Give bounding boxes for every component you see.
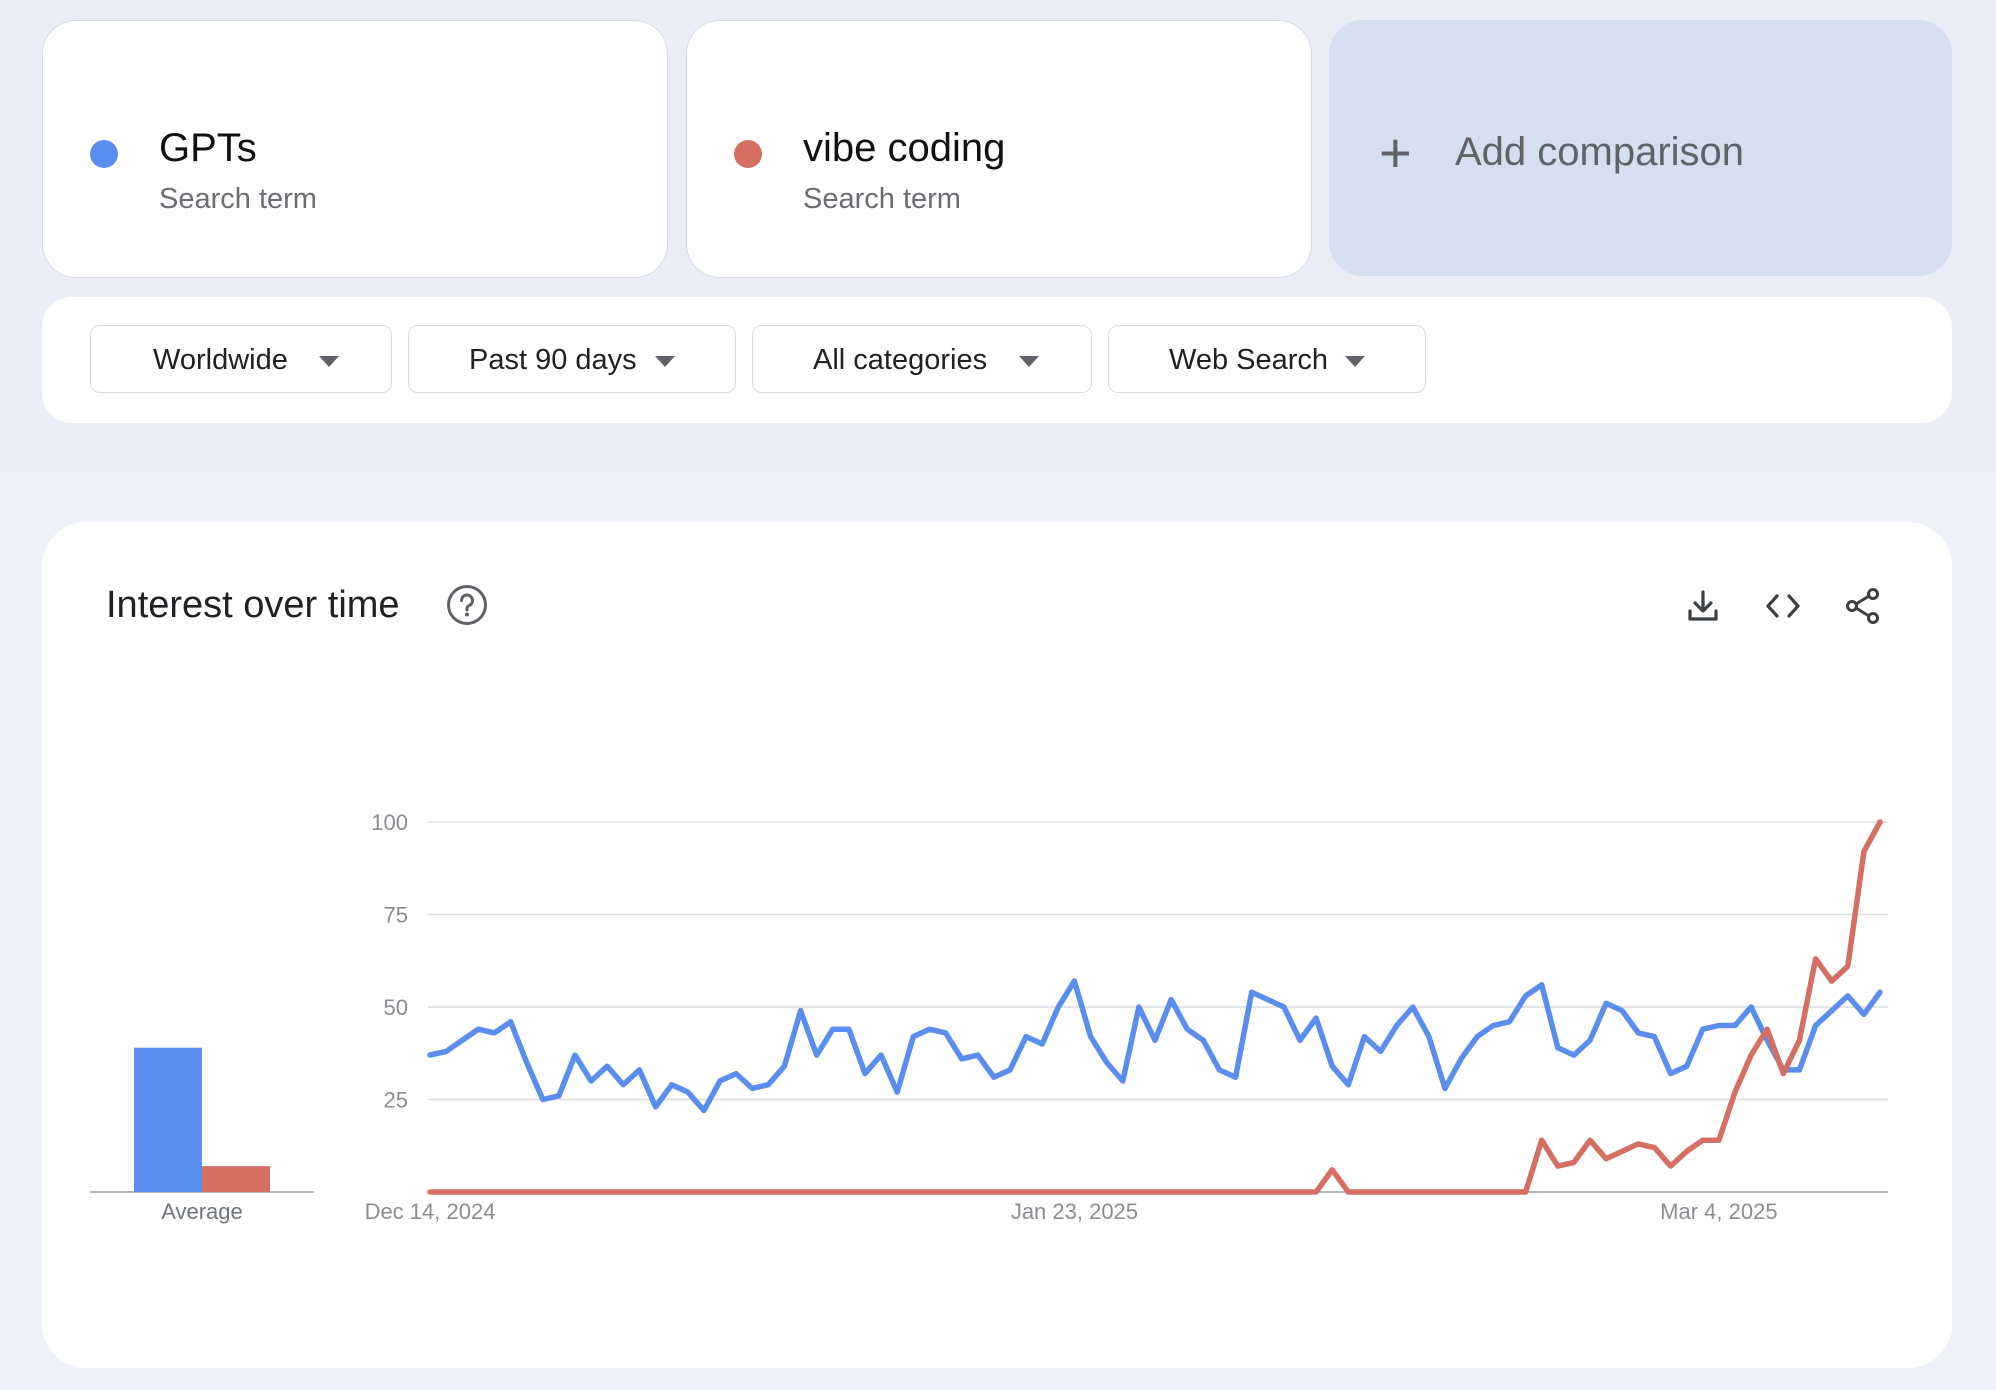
caret-down-icon (1019, 356, 1039, 367)
series-line-gpts (427, 978, 1883, 1114)
chart-title: Interest over time (106, 584, 400, 626)
filter-label: Web Search (1169, 344, 1329, 376)
y-tick-label: 50 (384, 995, 408, 1020)
series-color-dot (734, 140, 762, 168)
caret-down-icon (1345, 356, 1365, 367)
search-term-name[interactable]: GPTs (159, 126, 257, 170)
search-term-subtitle: Search term (159, 183, 317, 215)
filter-label: Past 90 days (469, 344, 637, 376)
plus-icon: + (1379, 121, 1412, 184)
average-bar-gpts (134, 1047, 202, 1192)
filter-label: Worldwide (153, 344, 288, 376)
filter-label: All categories (813, 344, 988, 376)
filter-category-dropdown[interactable]: All categories (752, 325, 1092, 393)
average-label: Average (161, 1199, 243, 1224)
series-color-dot (90, 140, 118, 168)
y-tick-label: 25 (384, 1088, 408, 1113)
download-icon[interactable] (1683, 586, 1723, 626)
filter-bar: Worldwide Past 90 days All categories We… (42, 297, 1952, 423)
embed-code-icon[interactable] (1763, 586, 1803, 626)
help-circle-icon[interactable] (445, 583, 489, 627)
x-tick-label: Jan 23, 2025 (1011, 1199, 1138, 1224)
filter-time-range-dropdown[interactable]: Past 90 days (408, 325, 736, 393)
series-line-vibe-coding (427, 819, 1883, 1195)
share-icon[interactable] (1843, 586, 1883, 626)
search-term-name[interactable]: vibe coding (803, 126, 1006, 170)
interest-over-time-panel: Interest over time 25 50 75 100 Dec 14, 2024… (42, 522, 1952, 1368)
interest-over-time-chart: 25 50 75 100 Dec 14, 2024 Jan 23, 2025 Mar 4, … (90, 810, 1888, 1224)
add-comparison-button[interactable]: + Add comparison (1329, 20, 1952, 276)
average-bar-vibe-coding (202, 1166, 270, 1192)
y-tick-label: 100 (371, 810, 408, 835)
x-tick-label: Dec 14, 2024 (365, 1199, 496, 1224)
filter-region-dropdown[interactable]: Worldwide (90, 325, 392, 393)
caret-down-icon (655, 356, 675, 367)
search-term-card-vibe-coding[interactable]: vibe coding Search term (686, 20, 1312, 278)
x-tick-label: Mar 4, 2025 (1660, 1199, 1777, 1224)
search-term-subtitle: Search term (803, 183, 961, 215)
search-term-card-gpts[interactable]: GPTs Search term (42, 20, 668, 278)
y-tick-label: 75 (384, 903, 408, 928)
caret-down-icon (319, 356, 339, 367)
add-comparison-label: Add comparison (1455, 130, 1745, 174)
filter-search-type-dropdown[interactable]: Web Search (1108, 325, 1426, 393)
